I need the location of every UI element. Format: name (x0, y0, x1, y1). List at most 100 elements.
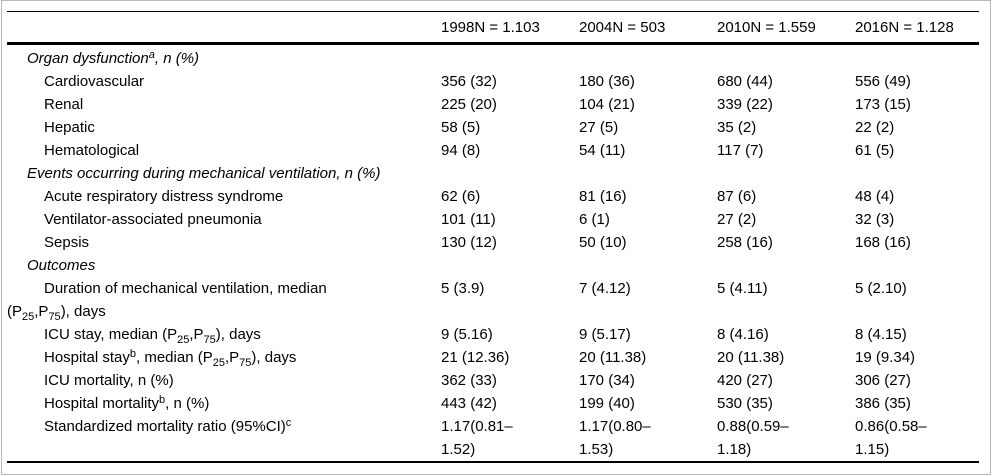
value-cell: 81 (16) (579, 188, 627, 205)
column-header-2004: 2004N = 503 (579, 11, 717, 45)
empty-cell (441, 254, 579, 277)
value-cell: 258 (16) (717, 234, 773, 251)
value-cell: 362 (33) (441, 372, 497, 389)
section-title: Outcomes (27, 257, 96, 274)
table-row: Hepatic 58 (5) 27 (5) 35 (2) 22 (2) (7, 116, 979, 139)
table-row: Duration of mechanical ventilation, medi… (7, 277, 979, 323)
table-row: ICU stay, median (P25,P75), days 9 (5.16)… (7, 323, 979, 346)
value-cell: 27 (2) (717, 211, 757, 228)
value-cell: 356 (32) (441, 73, 497, 90)
row-label: Cardiovascular (44, 73, 145, 90)
value-cell: 556 (49) (855, 73, 911, 90)
value-cell: 48 (4) (855, 188, 895, 205)
table-row: Hospital stayb, median (P25,P75), days 21… (7, 346, 979, 369)
value-cell: 35 (2) (717, 119, 757, 136)
value-cell: 680 (44) (717, 73, 773, 90)
value-cell: 8 (4.15) (855, 326, 907, 343)
table-body: Organ dysfunctiona, n (%) Cardiovascular 3… (7, 44, 979, 462)
value-cell: 5 (2.10) (855, 280, 907, 297)
value-cell: 1.17(0.80– 1.53) (579, 418, 651, 458)
row-label: Ventilator-associated pneumonia (44, 211, 262, 228)
section-header-row: Outcomes (7, 254, 979, 277)
value-cell: 61 (5) (855, 142, 895, 159)
value-cell: 101 (11) (441, 211, 496, 228)
row-label: Duration of mechanical ventilation, medi… (7, 280, 327, 324)
table-row: Acute respiratory distress syndrome 62 (6… (7, 185, 979, 208)
row-label: Hospital stayb, median (P25,P75), days (44, 348, 297, 370)
row-label: ICU mortality, n (%) (44, 372, 174, 389)
row-label: Renal (44, 96, 84, 113)
row-label: Hospital mortalityb, n (%) (44, 394, 210, 412)
value-cell: 170 (34) (579, 372, 635, 389)
subscript-label: 75 (48, 311, 61, 324)
value-cell: 225 (20) (441, 96, 497, 113)
section-title: Events occurring during mechanical venti… (27, 165, 381, 182)
value-cell: 0.86(0.58– 1.15) (855, 418, 927, 458)
empty-cell (855, 44, 979, 71)
empty-cell (717, 162, 855, 185)
table-row: Hospital mortalityb, n (%) 443 (42) 199 (4… (7, 392, 979, 415)
value-cell: 22 (2) (855, 119, 895, 136)
header-row: 1998N = 1.103 2004N = 503 2010N = 1.559 … (7, 11, 979, 45)
value-cell: 420 (27) (717, 372, 773, 389)
table-row: Hematological 94 (8) 54 (11) 117 (7) 61 (5) (7, 139, 979, 162)
column-header-empty (7, 11, 441, 45)
subscript-label: 25 (22, 311, 35, 324)
section-header-row: Events occurring during mechanical venti… (7, 162, 979, 185)
row-label: Hepatic (44, 119, 95, 136)
value-cell: 180 (36) (579, 73, 635, 90)
subscript-label: 75 (239, 357, 252, 370)
value-cell: 54 (11) (579, 142, 626, 159)
value-cell: 9 (5.16) (441, 326, 493, 343)
empty-cell (441, 44, 579, 71)
value-cell: 1.17(0.81– 1.52) (441, 418, 513, 458)
empty-cell (441, 162, 579, 185)
table-row: ICU mortality, n (%) 362 (33) 170 (34) 420 … (7, 369, 979, 392)
empty-cell (717, 44, 855, 71)
footnote-marker: c (285, 417, 292, 430)
empty-cell (855, 162, 979, 185)
footnote-marker: b (129, 348, 136, 361)
footnote-marker: a (148, 49, 155, 62)
subscript-label: 25 (212, 357, 225, 370)
value-cell: 117 (7) (717, 142, 764, 159)
column-header-2016: 2016N = 1.128 (855, 11, 979, 45)
value-cell: 58 (5) (441, 119, 481, 136)
value-cell: 20 (11.38) (579, 349, 647, 366)
value-cell: 9 (5.17) (579, 326, 631, 343)
value-cell: 94 (8) (441, 142, 481, 159)
empty-cell (579, 162, 717, 185)
value-cell: 130 (12) (441, 234, 497, 251)
value-cell: 8 (4.16) (717, 326, 769, 343)
table-row: Standardized mortality ratio (95%CI)c 1.1… (7, 415, 979, 462)
table-row: Renal 225 (20) 104 (21) 339 (22) 173 (15) (7, 93, 979, 116)
empty-cell (855, 254, 979, 277)
value-cell: 87 (6) (717, 188, 757, 205)
table-row: Ventilator-associated pneumonia 101 (11) 6… (7, 208, 979, 231)
value-cell: 104 (21) (579, 96, 635, 113)
empty-cell (579, 44, 717, 71)
row-label: Standardized mortality ratio (95%CI)c (44, 417, 292, 435)
row-label: Acute respiratory distress syndrome (44, 188, 284, 205)
value-cell: 6 (1) (579, 211, 610, 228)
section-header-row: Organ dysfunctiona, n (%) (7, 44, 979, 71)
table-row: Sepsis 130 (12) 50 (10) 258 (16) 168 (16) (7, 231, 979, 254)
value-cell: 386 (35) (855, 395, 911, 412)
value-cell: 199 (40) (579, 395, 635, 412)
value-cell: 5 (3.9) (441, 280, 485, 297)
value-cell: 32 (3) (855, 211, 895, 228)
row-label: Sepsis (44, 234, 90, 251)
value-cell: 19 (9.34) (855, 349, 916, 366)
value-cell: 0.88(0.59– 1.18) (717, 418, 789, 458)
row-label: Hematological (44, 142, 140, 159)
value-cell: 27 (5) (579, 119, 619, 136)
table-row: Cardiovascular 356 (32) 180 (36) 680 (44) 55… (7, 70, 979, 93)
subscript-label: 75 (203, 334, 216, 347)
value-cell: 5 (4.11) (717, 280, 768, 297)
value-cell: 339 (22) (717, 96, 773, 113)
value-cell: 168 (16) (855, 234, 911, 251)
value-cell: 173 (15) (855, 96, 911, 113)
value-cell: 443 (42) (441, 395, 497, 412)
value-cell: 20 (11.38) (717, 349, 785, 366)
